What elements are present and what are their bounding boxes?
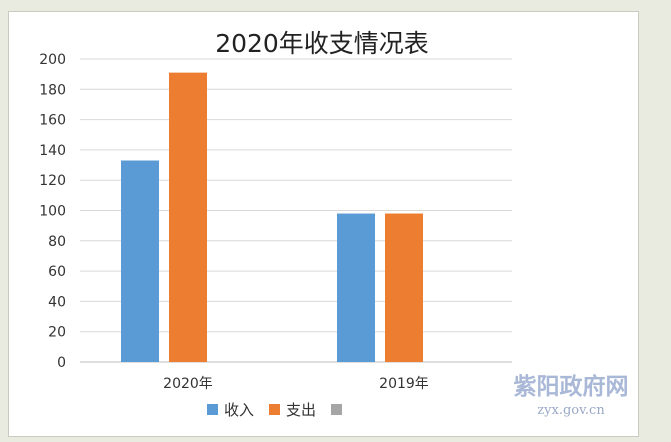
watermark-url: zyx.gov.cn bbox=[537, 403, 605, 418]
legend-swatch bbox=[331, 404, 342, 415]
legend-swatch bbox=[269, 404, 280, 415]
x-tick-label: 2019年 bbox=[379, 376, 429, 392]
legend-label: 收入 bbox=[224, 401, 254, 419]
chart-title: 2020年收支情况表 bbox=[215, 29, 429, 58]
bar-income-0 bbox=[121, 160, 159, 362]
bar-expense-1 bbox=[385, 213, 423, 362]
y-tick-label: 40 bbox=[48, 294, 66, 310]
y-tick-label: 200 bbox=[39, 52, 66, 68]
y-tick-label: 80 bbox=[48, 234, 66, 250]
y-tick-label: 180 bbox=[39, 82, 66, 98]
x-tick-label: 2020年 bbox=[163, 376, 213, 392]
y-tick-label: 60 bbox=[48, 264, 66, 280]
y-tick-label: 100 bbox=[39, 204, 66, 220]
watermark-text: 紫阳政府网 bbox=[514, 373, 629, 400]
y-tick-label: 140 bbox=[39, 143, 66, 159]
y-tick-label: 160 bbox=[39, 113, 66, 129]
chart-frame bbox=[8, 11, 639, 437]
bar-expense-0 bbox=[169, 72, 207, 362]
y-tick-label: 20 bbox=[48, 325, 66, 341]
bar-income-1 bbox=[337, 213, 375, 362]
legend-swatch bbox=[207, 404, 218, 415]
y-tick-label: 0 bbox=[57, 355, 66, 371]
y-tick-label: 120 bbox=[39, 173, 66, 189]
legend-label: 支出 bbox=[286, 401, 316, 419]
